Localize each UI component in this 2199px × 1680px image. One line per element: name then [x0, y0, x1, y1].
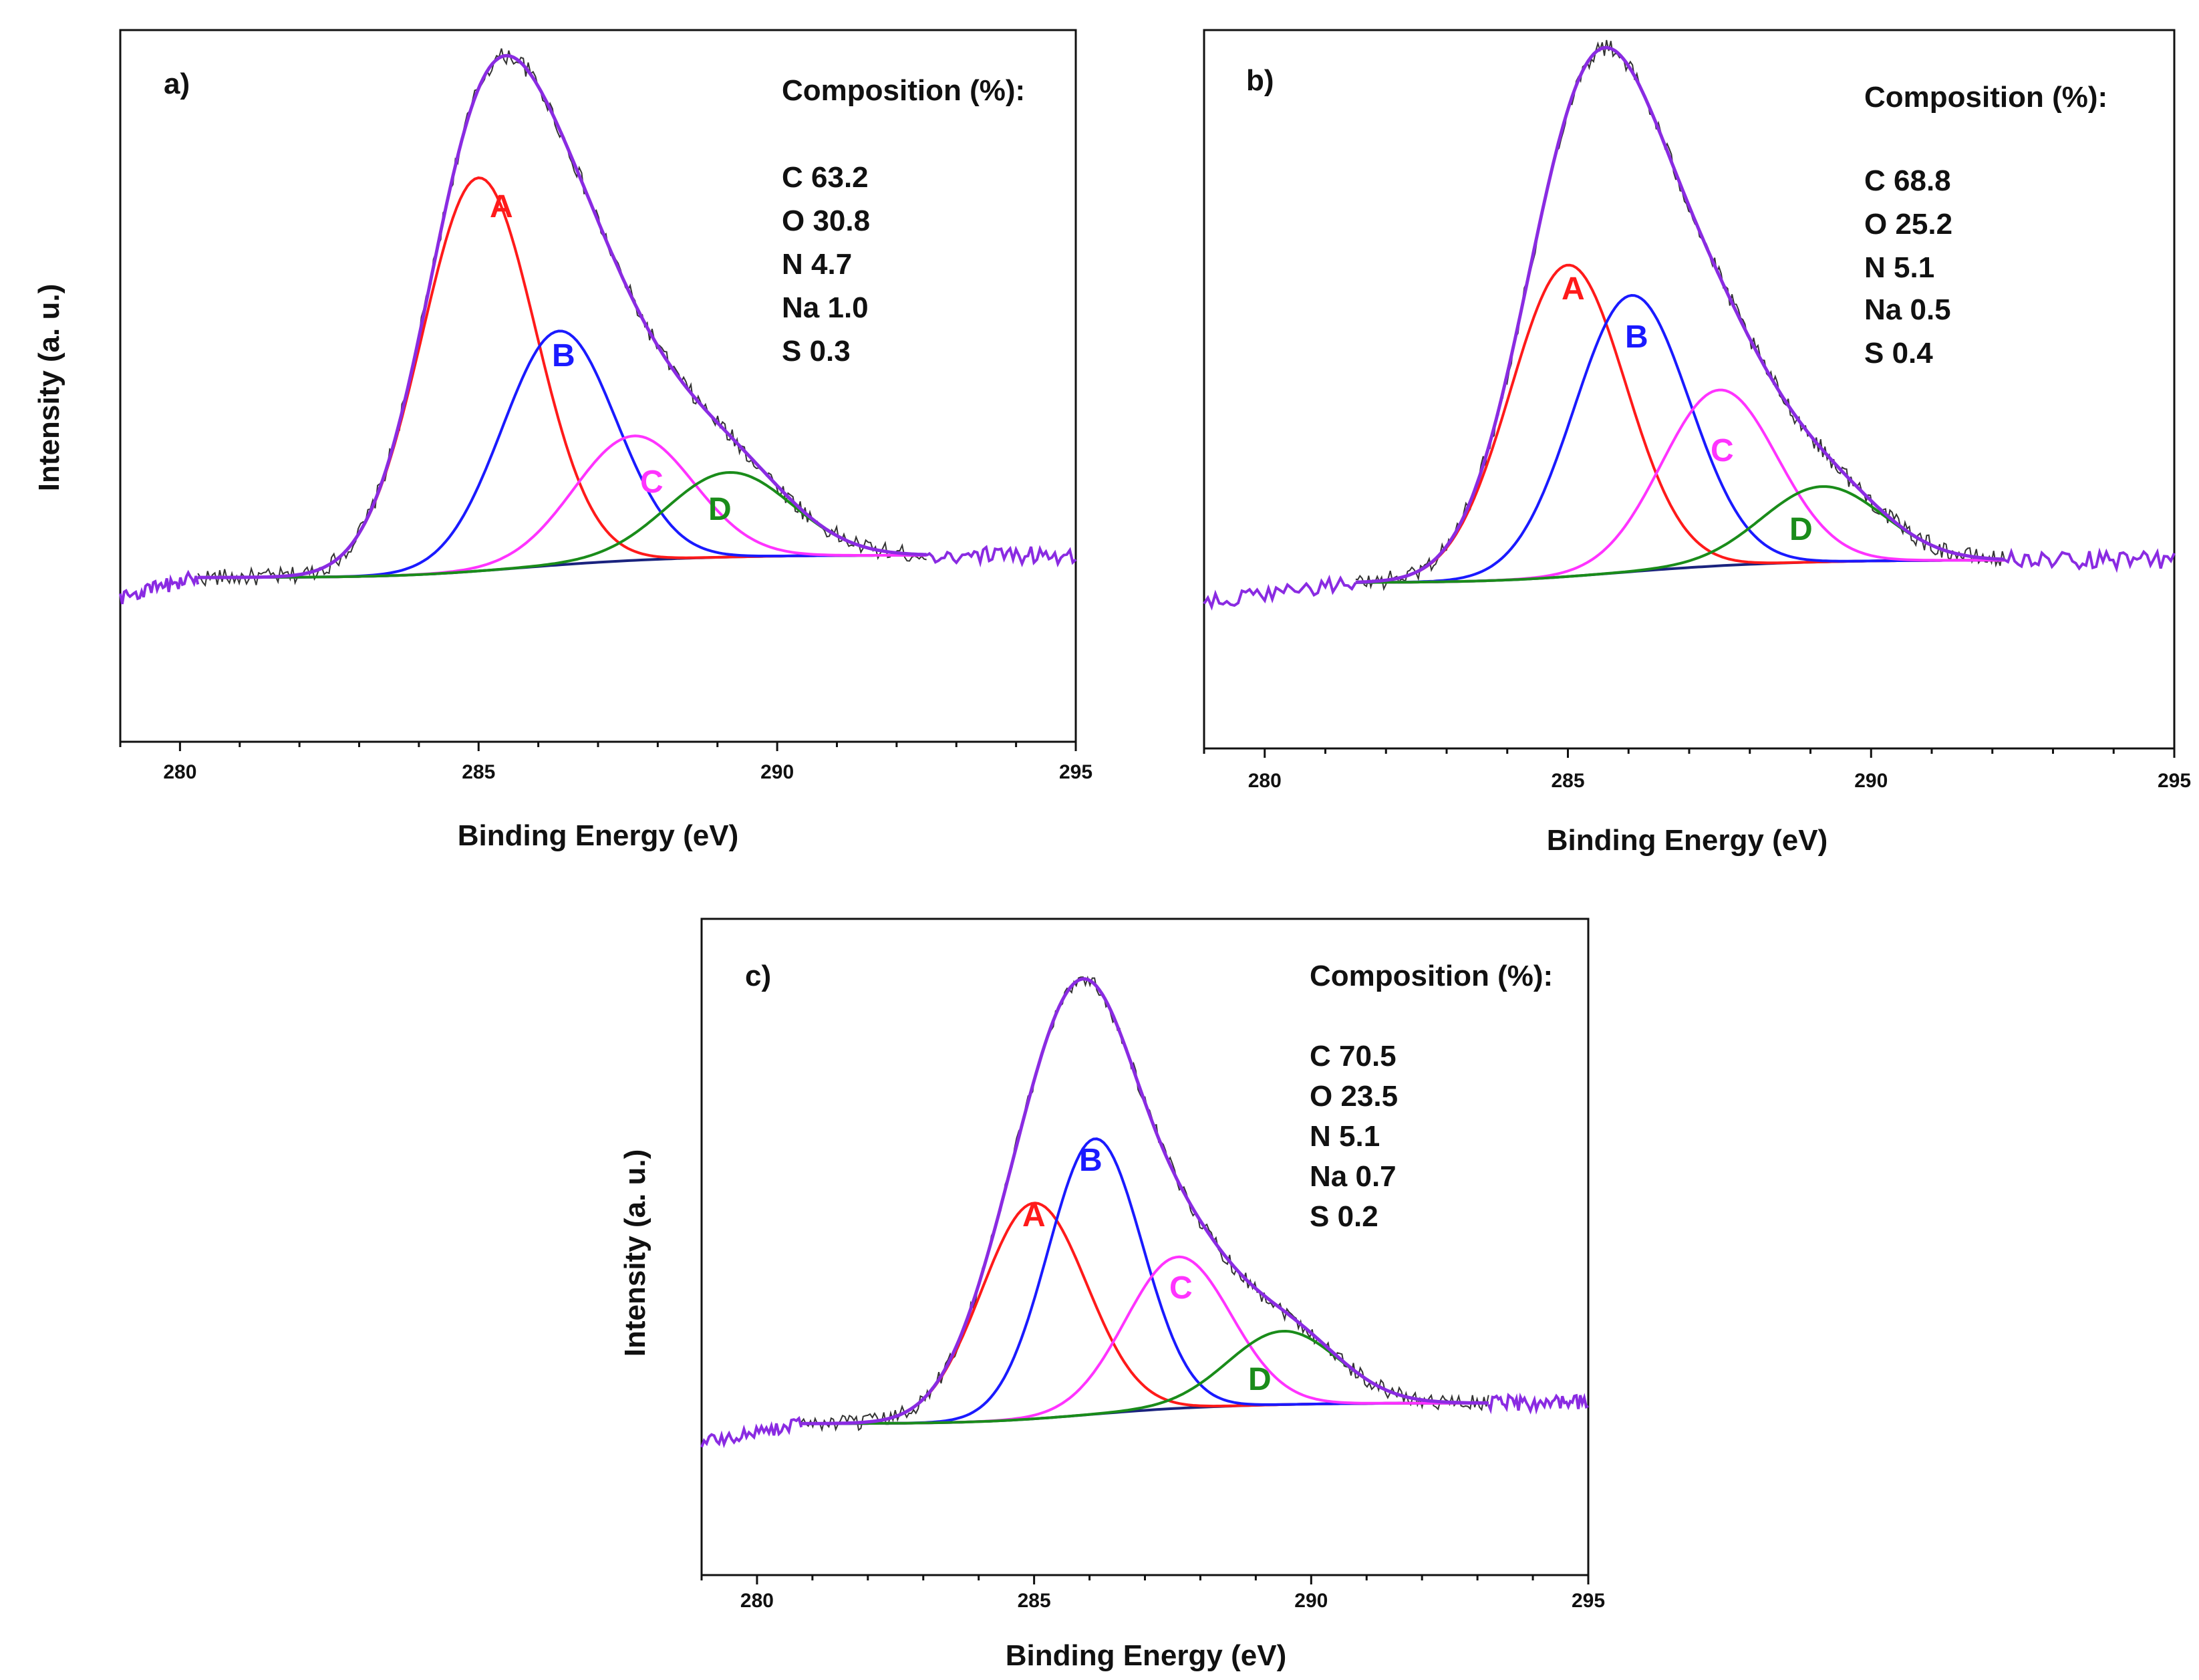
noise-right — [2003, 547, 2176, 573]
component-c — [1355, 388, 2005, 584]
peak-label-a: A — [490, 189, 513, 225]
composition-s: S 0.3 — [782, 335, 851, 368]
composition-n: N 5.1 — [1864, 251, 1934, 284]
x-axis-label: Binding Energy (eV) — [1006, 1639, 1286, 1672]
peak-label-b: B — [1625, 319, 1648, 355]
panel-label: b) — [1246, 64, 1274, 97]
panel-b: 280 285 290 295 b) Composition (%): C 68.8 … — [1203, 29, 2191, 857]
composition-n: N 4.7 — [782, 248, 852, 281]
noise-right — [925, 545, 1077, 568]
composition-c: C 68.8 — [1864, 164, 1951, 197]
x-tick-label: 280 — [740, 1590, 774, 1612]
composition-n: N 5.1 — [1310, 1120, 1380, 1153]
plot-frame — [119, 29, 1077, 743]
component-c — [801, 1255, 1489, 1425]
x-ticks: 280 285 290 295 — [119, 742, 1092, 783]
panel-c: 280 285 290 295 c) Composition (%): C 70.5 … — [619, 918, 1605, 1672]
peak-label-d: D — [1789, 512, 1813, 547]
raw-spectrum — [800, 975, 1489, 1432]
composition-c: C 63.2 — [782, 161, 869, 194]
composition-s: S 0.2 — [1310, 1200, 1378, 1233]
panel-label: a) — [164, 67, 190, 100]
x-tick-label: 285 — [1551, 770, 1584, 792]
peak-label-c: C — [1711, 433, 1734, 468]
plot-frame — [700, 918, 1590, 1576]
envelope — [801, 977, 1489, 1425]
noise-right — [1487, 1392, 1589, 1415]
noise-left — [700, 1415, 803, 1449]
x-axis-label: Binding Energy (eV) — [1547, 824, 1827, 857]
component-b — [1355, 293, 2005, 584]
x-ticks: 280 285 290 295 — [700, 1575, 1605, 1612]
x-tick-label: 295 — [1059, 761, 1092, 783]
noise-left — [1203, 574, 1357, 611]
composition-na: Na 1.0 — [782, 291, 869, 324]
composition-na: Na 0.5 — [1864, 293, 1951, 326]
peak-label-a: A — [1022, 1198, 1046, 1234]
composition-na: Na 0.7 — [1310, 1160, 1397, 1193]
x-tick-label: 295 — [2158, 770, 2191, 792]
x-tick-label: 290 — [760, 761, 794, 783]
peak-label-d: D — [708, 492, 732, 527]
y-axis-label: Intensity (a. u.) — [33, 284, 65, 491]
peak-label-c: C — [640, 464, 664, 500]
plot-frame — [1203, 29, 2176, 750]
plot-content — [1203, 39, 2176, 611]
composition-o: O 30.8 — [782, 204, 870, 237]
x-ticks: 280 285 290 295 — [1203, 748, 2191, 792]
composition-o: O 25.2 — [1864, 208, 1952, 241]
noise-left — [119, 569, 200, 605]
x-tick-label: 295 — [1572, 1590, 1605, 1612]
x-tick-label: 285 — [462, 761, 495, 783]
composition-title: Composition (%): — [782, 74, 1025, 107]
composition-title: Composition (%): — [1864, 81, 2107, 114]
x-tick-label: 290 — [1294, 1590, 1328, 1612]
peak-label-d: D — [1248, 1362, 1272, 1397]
raw-spectrum — [1355, 39, 2005, 591]
panel-a: 280 285 290 295 a) Composition (%): C 63.2 … — [33, 29, 1092, 852]
composition-s: S 0.4 — [1864, 337, 1933, 370]
plot-content — [700, 975, 1589, 1449]
x-tick-label: 290 — [1854, 770, 1888, 792]
composition-c: C 70.5 — [1310, 1040, 1397, 1073]
panel-label: c) — [745, 960, 771, 992]
x-tick-label: 280 — [1248, 770, 1282, 792]
y-axis-label: Intensity (a. u.) — [619, 1149, 651, 1357]
component-a — [198, 176, 927, 579]
envelope — [1355, 45, 2005, 584]
peak-label-b: B — [552, 338, 575, 374]
peak-label-c: C — [1169, 1270, 1193, 1306]
x-tick-label: 280 — [163, 761, 196, 783]
composition-o: O 23.5 — [1310, 1080, 1398, 1113]
plot-content — [119, 48, 1077, 605]
x-axis-label: Binding Energy (eV) — [458, 819, 738, 852]
x-tick-label: 285 — [1018, 1590, 1051, 1612]
envelope — [198, 53, 927, 579]
peak-label-a: A — [1562, 271, 1585, 307]
peak-label-b: B — [1079, 1143, 1103, 1178]
component-d — [198, 470, 927, 579]
composition-title: Composition (%): — [1310, 960, 1553, 992]
